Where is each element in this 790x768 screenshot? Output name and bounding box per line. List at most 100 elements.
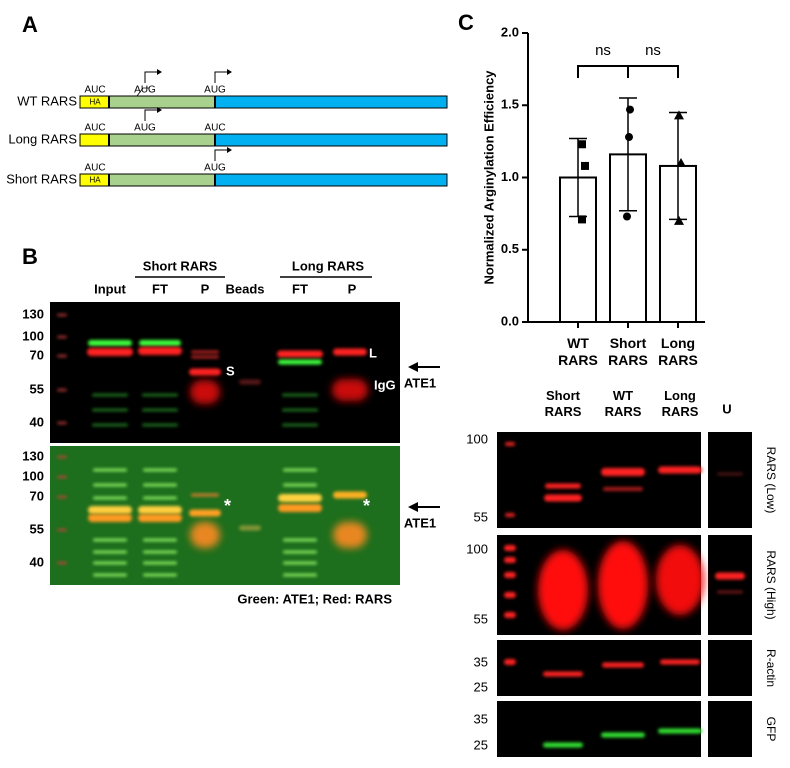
band [504,557,516,563]
mw-marker: 25 [474,679,488,694]
mw-marker: 25 [474,737,488,752]
band [545,483,581,489]
blot-label: GFP [764,717,778,742]
band [57,561,67,565]
codon: AUC [84,163,105,174]
band [93,550,127,554]
band [143,496,177,500]
x-tick-label: WT RARS [558,335,598,368]
band [332,379,368,401]
arrow-head [408,502,418,512]
band [191,355,219,359]
codon: AUC [204,123,225,134]
arrow-head [157,69,162,75]
utr-box [108,95,216,109]
band [57,388,67,392]
y-tick-label: 1.0 [501,169,519,184]
blot-label: R-actin [764,649,778,687]
annotation: ns [645,42,661,59]
mw-marker: 55 [30,521,44,536]
band [333,348,367,356]
band [92,423,128,427]
band-label: L [369,345,377,360]
x-tick-label: Short RARS [608,335,648,368]
mw-marker: 55 [30,381,44,396]
significance-bracket [577,65,629,78]
panel-label: A [22,12,38,37]
band [717,472,743,476]
arrow-head [227,147,232,153]
band [603,487,643,491]
band [57,354,67,358]
point [626,105,634,114]
mw-marker: 130 [22,448,44,463]
band [544,494,582,502]
band [138,514,182,522]
mw-marker: 130 [22,306,44,321]
mw-marker: 70 [30,488,44,503]
band-label: IgG [374,377,396,392]
group-label: Long RARS [292,258,365,273]
band [504,545,516,551]
lane-label: P [201,281,210,296]
mw-marker: 100 [22,468,44,483]
arrow [144,71,157,83]
annotation: ns [595,42,611,59]
significance-bracket [627,65,679,78]
band [57,528,67,532]
band [333,491,367,499]
y-tick-label: 1.5 [501,97,519,112]
caption: Green: ATE1; Red: RARS [237,591,392,606]
band [92,393,128,397]
band [504,592,516,598]
point [676,158,686,168]
band [278,359,322,365]
x-tick-label: Long RARS [658,335,698,368]
gel-top [50,302,400,443]
band [601,468,645,476]
y-axis-label: Normalized Arginylation Efficiency [481,70,496,285]
arrow [144,109,157,121]
band [143,483,177,487]
band [658,466,702,474]
point [578,215,586,224]
codon: AUG [204,85,226,96]
panel-label: C [458,10,474,35]
band [143,538,177,542]
band [190,522,220,548]
group-label: Short RARS [143,258,218,273]
mw-marker: 70 [30,347,44,362]
band [93,483,127,487]
band [143,468,177,472]
band [189,509,221,517]
band [283,561,317,565]
point [578,140,586,149]
blot [708,432,752,528]
band [88,514,132,522]
star: * [224,496,231,516]
y-tick-label: 0.0 [501,313,519,328]
point [625,133,633,142]
band [143,573,177,577]
band [715,572,745,580]
band [92,408,128,412]
band [57,495,67,499]
point [674,110,684,120]
band [191,350,219,354]
mw-marker: 35 [474,711,488,726]
band [538,550,588,630]
lane-label: Short RARS [545,388,582,419]
band [602,662,644,668]
y-tick-label: 0.5 [501,241,519,256]
band [543,742,583,748]
band [57,421,67,425]
band [57,313,67,317]
band [143,561,177,565]
band [601,732,645,738]
lane-label: Input [94,281,126,296]
band [283,538,317,542]
codon: AUG [134,123,156,134]
tag-label: HA [89,176,101,185]
construct-name: Long RARS [8,131,77,146]
